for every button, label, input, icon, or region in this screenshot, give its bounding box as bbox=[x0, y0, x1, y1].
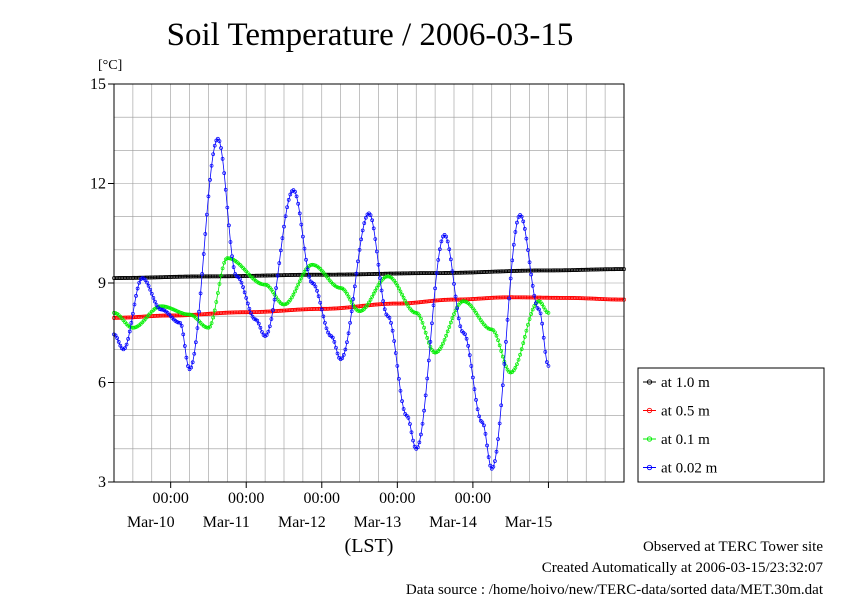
grid-lines bbox=[114, 84, 624, 482]
x-tick-label: 00:00 bbox=[379, 490, 415, 507]
x-tick-label: 00:00 bbox=[304, 490, 340, 507]
legend-entry-label: at 1.0 m bbox=[661, 375, 710, 391]
x-date-label: Mar-12 bbox=[278, 514, 326, 531]
y-tick-label: 12 bbox=[90, 176, 106, 193]
x-axis-ticks: 00:00 00:00 00:00 00:00 00:00 Mar-10 Mar-11 Mar… bbox=[127, 482, 552, 531]
y-tick-label: 3 bbox=[98, 474, 106, 491]
x-tick-label: 00:00 bbox=[152, 490, 188, 507]
footer-observed-site: Observed at TERC Tower site bbox=[643, 539, 823, 555]
y-tick-label: 6 bbox=[98, 375, 106, 392]
footer-data-source: Data source : /home/hoivo/new/TERC-data/… bbox=[406, 582, 824, 595]
x-date-label: Mar-10 bbox=[127, 514, 175, 531]
chart-title: Soil Temperature / 2006-03-15 bbox=[167, 17, 574, 53]
x-tick-label: 00:00 bbox=[228, 490, 264, 507]
x-date-label: Mar-14 bbox=[429, 514, 477, 531]
series-line bbox=[114, 139, 548, 469]
x-tick-label: 00:00 bbox=[455, 490, 491, 507]
x-date-label: Mar-15 bbox=[505, 514, 553, 531]
series-at-0-02-m bbox=[113, 137, 550, 470]
y-tick-label: 9 bbox=[98, 275, 106, 292]
footer-created-at: Created Automatically at 2006-03-15/23:3… bbox=[542, 560, 824, 576]
legend-entry-label: at 0.02 m bbox=[661, 461, 718, 477]
x-date-label: Mar-13 bbox=[354, 514, 402, 531]
legend: at 1.0 m at 0.5 m at 0.1 m at 0.02 m bbox=[638, 368, 824, 482]
soil-temperature-chart: Soil Temperature / 2006-03-15 [°C] 3 6 9 12… bbox=[0, 0, 842, 595]
x-axis-label: (LST) bbox=[345, 535, 394, 557]
y-tick-label: 15 bbox=[90, 76, 106, 93]
y-axis-unit-label: [°C] bbox=[98, 58, 122, 73]
x-date-label: Mar-11 bbox=[203, 514, 250, 531]
legend-entry-label: at 0.1 m bbox=[661, 432, 710, 448]
legend-entry-label: at 0.5 m bbox=[661, 404, 710, 420]
y-axis-ticks: 3 6 9 12 15 bbox=[90, 76, 114, 491]
